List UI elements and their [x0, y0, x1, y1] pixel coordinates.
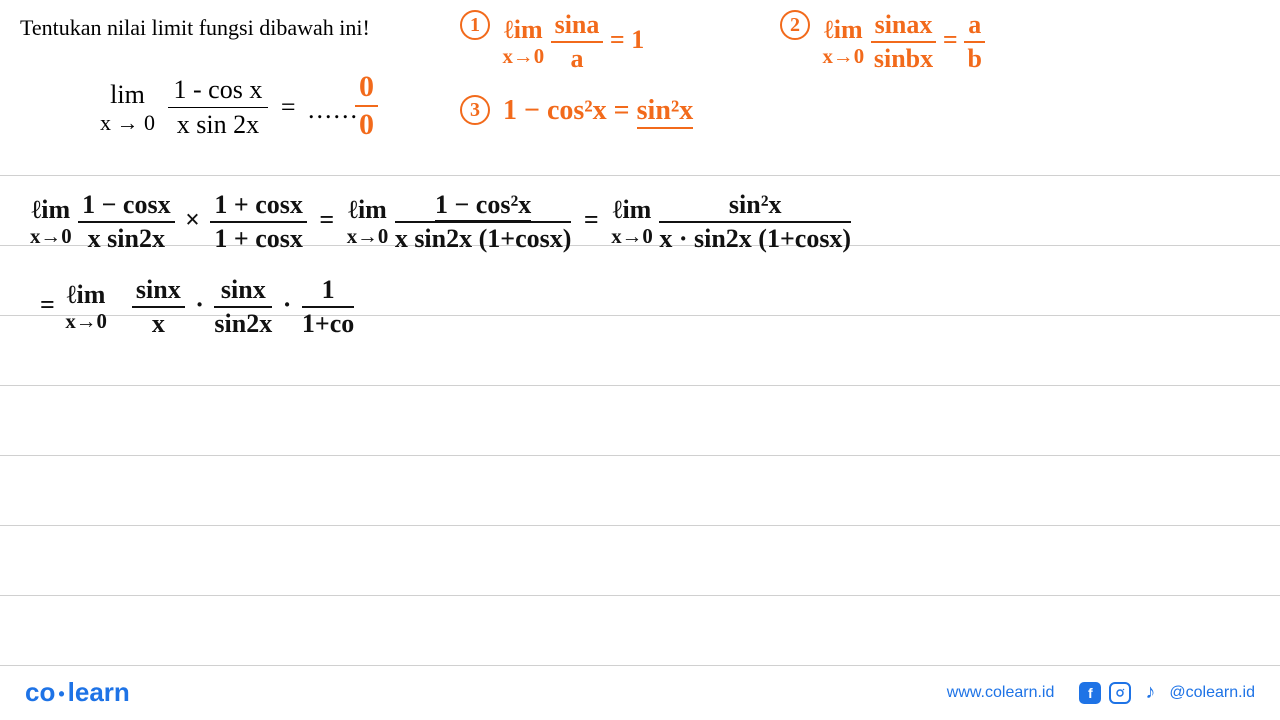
w1-p4-num: sin²x: [659, 190, 851, 223]
rule-3: 3 1 − cos²x = sin²x: [460, 95, 693, 127]
w1-p1-den: x sin2x: [78, 223, 174, 254]
facebook-icon[interactable]: f: [1079, 682, 1101, 704]
typed-limit-expression: lim x → 0 1 - cos x x sin 2x = ......: [100, 75, 365, 140]
rule-1-den: a: [551, 43, 604, 74]
w1-p2-num: 1 + cosx: [210, 190, 306, 223]
w2-f3-num: 1: [302, 275, 354, 308]
logo-learn: learn: [68, 677, 130, 707]
typed-numerator: 1 - cos x: [168, 75, 269, 108]
w1-p2-den: 1 + cosx: [210, 223, 306, 254]
w1-p1-lim: ℓim: [30, 195, 72, 225]
question-prompt: Tentukan nilai limit fungsi dibawah ini!: [20, 15, 370, 41]
w2-f3-den: 1+co: [302, 308, 354, 339]
social-links: f ♪ @colearn.id: [1079, 682, 1255, 704]
w1-p3-den: x sin2x (1+cosx): [395, 223, 572, 254]
typed-denominator: x sin 2x: [168, 108, 269, 140]
logo-dot-icon: •: [58, 684, 64, 704]
rule-2-eq: =: [943, 25, 958, 54]
lim-subscript: x → 0: [100, 110, 155, 136]
rule-2-circle: 2: [780, 10, 810, 40]
w2-f1-den: x: [132, 308, 185, 339]
zoz-num: 0: [355, 70, 378, 107]
equals-sign: =: [281, 93, 296, 122]
brand-logo: co•learn: [25, 677, 130, 708]
work-line-1: ℓim x→0 1 − cosx x sin2x × 1 + cosx 1 + …: [30, 190, 851, 254]
w1-times: ×: [185, 205, 200, 234]
rule-2-den: sinbx: [871, 43, 937, 74]
rule-3-lhs: 1 − cos²x =: [503, 95, 630, 126]
w1-p3-num: 1 − cos²x: [395, 190, 572, 223]
w2-dot1: ·: [195, 290, 204, 319]
rule-2-rhs-num: a: [964, 10, 985, 43]
rule-1-lim: ℓim: [503, 15, 545, 45]
w1-p1-sub: x→0: [30, 225, 72, 249]
w2-f2-den: sin2x: [214, 308, 272, 339]
footer: co•learn www.colearn.id f ♪ @colearn.id: [0, 665, 1280, 720]
rule-3-rhs: sin²x: [637, 95, 694, 129]
w2-sub: x→0: [65, 310, 107, 334]
rule-2-lim: ℓim: [823, 15, 865, 45]
w2-dot2: ·: [283, 290, 292, 319]
rule-1: 1 ℓim x→0 sina a = 1: [460, 10, 644, 74]
w2-f2-num: sinx: [214, 275, 272, 308]
w1-eq1: =: [319, 205, 334, 234]
w1-p1-num: 1 − cosx: [78, 190, 174, 223]
zoz-den: 0: [355, 107, 378, 142]
rule-1-eq: = 1: [610, 25, 644, 54]
tiktok-icon[interactable]: ♪: [1139, 682, 1161, 704]
zero-over-zero: 0 0: [355, 70, 378, 142]
rule-2-num: sinax: [871, 10, 937, 43]
w1-p4-lim: ℓim: [611, 195, 653, 225]
work-line-2: = ℓim x→0 sinx x · sinx sin2x · 1 1+co: [40, 275, 354, 339]
rule-1-num: sina: [551, 10, 604, 43]
rule-1-circle: 1: [460, 10, 490, 40]
social-handle: @colearn.id: [1169, 684, 1255, 702]
dots-bottom: ......: [308, 93, 359, 125]
w1-p3-sub: x→0: [347, 225, 389, 249]
rule-1-sub: x→0: [503, 45, 545, 69]
rule-2: 2 ℓim x→0 sinax sinbx = a b: [780, 10, 985, 74]
w1-p4-den: x · sin2x (1+cosx): [659, 223, 851, 254]
w2-f1-num: sinx: [132, 275, 185, 308]
rule-2-rhs-den: b: [964, 43, 985, 74]
footer-url[interactable]: www.colearn.id: [947, 684, 1055, 702]
instagram-icon[interactable]: [1109, 682, 1131, 704]
w1-eq2: =: [584, 205, 599, 234]
logo-co: co: [25, 677, 55, 707]
w2-lim: ℓim: [65, 280, 107, 310]
w1-p4-sub: x→0: [611, 225, 653, 249]
w2-eq: =: [40, 290, 55, 319]
w1-p3-lim: ℓim: [347, 195, 389, 225]
rule-3-circle: 3: [460, 95, 490, 125]
rule-2-sub: x→0: [823, 45, 865, 69]
lim-text: lim: [100, 80, 155, 110]
